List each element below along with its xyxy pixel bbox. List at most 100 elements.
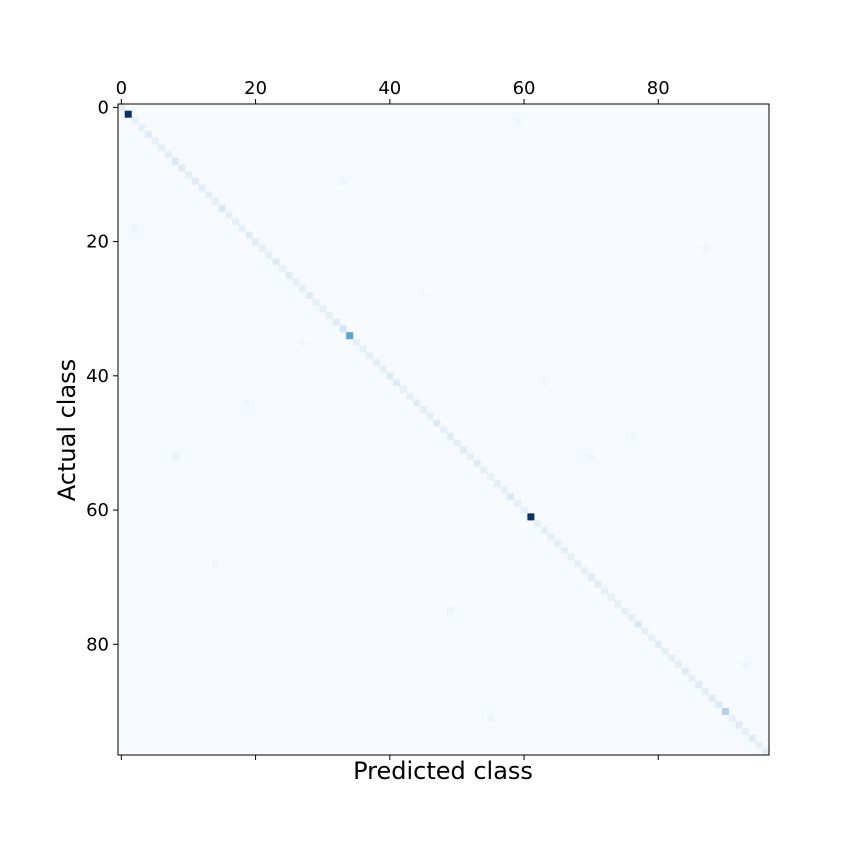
- diagonal-cell-8: [171, 157, 179, 165]
- diagonal-cell-74: [614, 600, 622, 608]
- diagonal-cell-58: [507, 493, 515, 501]
- diagonal-cell-27: [299, 285, 307, 293]
- diagonal-cell-41: [393, 379, 401, 387]
- diagonal-cell-43: [406, 392, 414, 400]
- diagonal-cell-88: [708, 694, 716, 702]
- diagonal-cell-52: [466, 452, 474, 460]
- diagonal-cell-72: [601, 587, 609, 595]
- diagonal-cell-32: [332, 318, 340, 326]
- diagonal-cell-87: [701, 687, 709, 695]
- diagonal-cell-26: [292, 278, 300, 286]
- diagonal-cell-94: [748, 734, 756, 742]
- diagonal-cell-66: [560, 546, 568, 554]
- diagonal-cell-83: [675, 661, 683, 669]
- diagonal-cell-50: [453, 439, 461, 447]
- diagonal-cell-57: [500, 486, 508, 494]
- diagonal-cell-59: [513, 499, 521, 507]
- diagonal-cell-93: [742, 728, 750, 736]
- diagonal-cell-30: [319, 305, 327, 313]
- off-diagonal-cell-18-2: [131, 224, 139, 232]
- diagonal-cell-37: [366, 352, 374, 360]
- diagonal-cell-56: [493, 479, 501, 487]
- diagonal-cell-40: [386, 372, 394, 380]
- diagonal-cell-86: [695, 681, 703, 689]
- off-diagonal-cell-21-87: [701, 244, 709, 252]
- diagonal-cell-95: [755, 741, 763, 749]
- diagonal-cell-5: [151, 137, 159, 145]
- diagonal-cell-63: [540, 526, 548, 534]
- diagonal-cell-49: [446, 432, 454, 440]
- diagonal-cell-60: [520, 506, 528, 514]
- off-diagonal-cell-75-49: [446, 607, 454, 615]
- diagonal-cell-53: [473, 459, 481, 467]
- diagonal-cell-73: [607, 593, 615, 601]
- diagonal-cell-79: [648, 634, 656, 642]
- diagonal-cell-34: [346, 332, 354, 340]
- off-diagonal-cell-28-45: [420, 291, 428, 299]
- x-tick-label-40: 40: [378, 78, 401, 99]
- diagonal-cell-19: [245, 231, 253, 239]
- x-tick-label-60: 60: [513, 78, 536, 99]
- off-diagonal-cell-11-33: [339, 177, 347, 185]
- off-diagonal-cell-52-8: [171, 452, 179, 460]
- diagonal-cell-91: [728, 714, 736, 722]
- off-diagonal-cell-83-93: [742, 661, 750, 669]
- diagonal-cell-64: [547, 533, 555, 541]
- diagonal-cell-96: [762, 748, 770, 756]
- diagonal-cell-14: [211, 197, 219, 205]
- diagonal-cell-38: [373, 359, 381, 367]
- diagonal-cell-4: [144, 130, 152, 138]
- diagonal-cell-89: [715, 701, 723, 709]
- x-tick-label-0: 0: [116, 78, 127, 99]
- x-tick-label-20: 20: [244, 78, 267, 99]
- diagonal-cell-48: [440, 426, 448, 434]
- diagonal-cell-29: [312, 298, 320, 306]
- diagonal-cell-61: [527, 513, 535, 521]
- diagonal-cell-65: [554, 540, 562, 548]
- diagonal-cell-23: [272, 258, 280, 266]
- diagonal-cell-9: [178, 164, 186, 172]
- diagonal-cell-78: [641, 627, 649, 635]
- diagonal-cell-12: [198, 184, 206, 192]
- diagonal-cell-2: [131, 117, 139, 125]
- diagonal-cell-17: [232, 218, 240, 226]
- off-diagonal-cell-35-27: [299, 338, 307, 346]
- off-diagonal-cell-44-19: [245, 399, 253, 407]
- diagonal-cell-20: [252, 238, 260, 246]
- diagonal-cell-6: [158, 144, 166, 152]
- diagonal-cell-42: [399, 385, 407, 393]
- diagonal-cell-68: [574, 560, 582, 568]
- diagonal-cell-82: [668, 654, 676, 662]
- diagonal-cell-54: [480, 466, 488, 474]
- y-tick-label-40: 40: [86, 366, 109, 387]
- heatmap-cells: [118, 104, 770, 756]
- diagonal-cell-55: [487, 473, 495, 481]
- diagonal-cell-13: [205, 191, 213, 199]
- diagonal-cell-16: [225, 211, 233, 219]
- diagonal-cell-92: [735, 721, 743, 729]
- plot-frame: [117, 103, 770, 756]
- diagonal-cell-25: [285, 271, 293, 279]
- diagonal-cell-7: [164, 150, 172, 158]
- diagonal-cell-15: [218, 204, 226, 212]
- diagonal-cell-28: [305, 291, 313, 299]
- diagonal-cell-70: [587, 573, 595, 581]
- off-diagonal-cell-52-70: [587, 452, 595, 460]
- x-tick-label-80: 80: [647, 78, 670, 99]
- off-diagonal-cell-2-59: [513, 117, 521, 125]
- diagonal-cell-90: [722, 708, 730, 716]
- y-tick-label-0: 0: [98, 97, 109, 118]
- diagonal-cell-47: [433, 419, 441, 427]
- diagonal-cell-11: [191, 177, 199, 185]
- diagonal-cell-1: [124, 110, 132, 118]
- y-tick-label-80: 80: [86, 634, 109, 655]
- diagonal-cell-75: [621, 607, 629, 615]
- x-axis-ticks: 0 20 40 60 80: [116, 78, 670, 760]
- diagonal-cell-80: [654, 640, 662, 648]
- off-diagonal-cell-91-55: [487, 714, 495, 722]
- y-axis-label: Actual class: [53, 359, 81, 501]
- y-tick-label-20: 20: [86, 232, 109, 253]
- diagonal-cell-71: [594, 580, 602, 588]
